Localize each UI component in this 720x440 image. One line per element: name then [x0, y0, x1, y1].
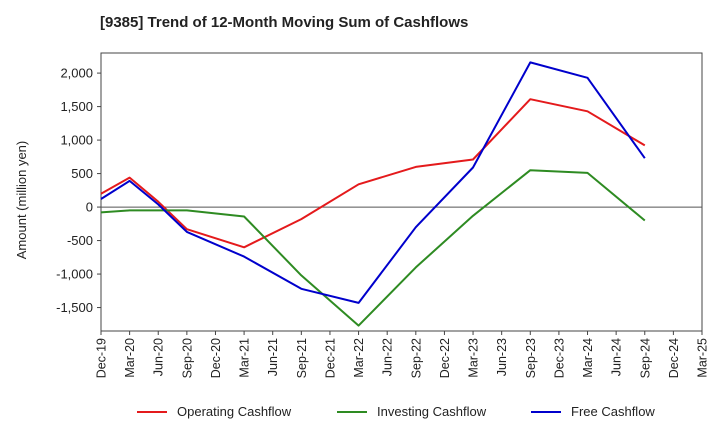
y-tick-label: -500: [67, 233, 93, 248]
series-lines: [100, 61, 646, 327]
series-line-free: [100, 61, 646, 304]
legend-label-free: Free Cashflow: [571, 404, 655, 419]
x-tick-label: Jun-22: [381, 338, 395, 376]
legend-swatch-free: [531, 410, 561, 413]
x-tick-label: Sep-22: [409, 338, 423, 378]
legend-label-investing: Investing Cashflow: [377, 404, 487, 419]
y-tick-labels: -1,500 -1,000 -500 0 500 1,000 1,500 2,000: [56, 66, 93, 315]
y-tick-label: -1,000: [56, 267, 93, 282]
axes: [97, 52, 703, 335]
x-tick-label: Sep-20: [180, 338, 194, 378]
y-tick-label: 1,500: [60, 99, 93, 114]
x-tick-labels: Dec-19 Mar-20 Jun-20 Sep-20 Dec-20 Mar-21 Jun-…: [95, 338, 710, 378]
legend-swatch-operating: [137, 410, 167, 413]
x-tick-label: Dec-23: [552, 338, 566, 378]
x-tick-label: Sep-21: [295, 338, 309, 378]
legend-item-operating: Operating Cashflow: [137, 404, 291, 419]
y-tick-label: 0: [86, 200, 93, 215]
x-tick-label: Mar-20: [123, 338, 137, 378]
x-tick-label: Sep-23: [524, 338, 538, 378]
x-tick-label: Dec-20: [209, 338, 223, 378]
y-tick-label: 500: [71, 166, 93, 181]
x-tick-label: Mar-25: [696, 338, 710, 378]
y-tick-label: 1,000: [60, 133, 93, 148]
y-tick-label: 2,000: [60, 66, 93, 81]
legend-item-investing: Investing Cashflow: [337, 404, 486, 419]
x-tick-label: Jun-23: [495, 338, 509, 376]
x-tick-label: Mar-22: [352, 338, 366, 378]
chart-title: [9385] Trend of 12-Month Moving Sum of C…: [100, 14, 469, 31]
x-tick-label: Dec-19: [95, 338, 109, 378]
x-tick-label: Dec-24: [667, 338, 681, 378]
x-tick-label: Dec-21: [323, 338, 337, 378]
legend-item-free: Free Cashflow: [531, 404, 655, 419]
x-tick-label: Jun-21: [266, 338, 280, 376]
legend-swatch-investing: [337, 410, 367, 413]
x-tick-label: Jun-24: [610, 338, 624, 376]
x-tick-label: Dec-22: [438, 338, 452, 378]
legend-label-operating: Operating Cashflow: [177, 404, 292, 419]
y-tick-label: -1,500: [56, 300, 93, 315]
x-tick-label: Sep-24: [638, 338, 652, 378]
x-tick-label: Mar-21: [238, 338, 252, 378]
x-tick-label: Mar-23: [467, 338, 481, 378]
series-line-investing: [100, 169, 646, 327]
legend: Operating Cashflow Investing Cashflow Fr…: [0, 404, 720, 424]
x-tick-label: Mar-24: [581, 338, 595, 378]
series-line-operating: [100, 98, 646, 249]
x-tick-label: Jun-20: [152, 338, 166, 376]
